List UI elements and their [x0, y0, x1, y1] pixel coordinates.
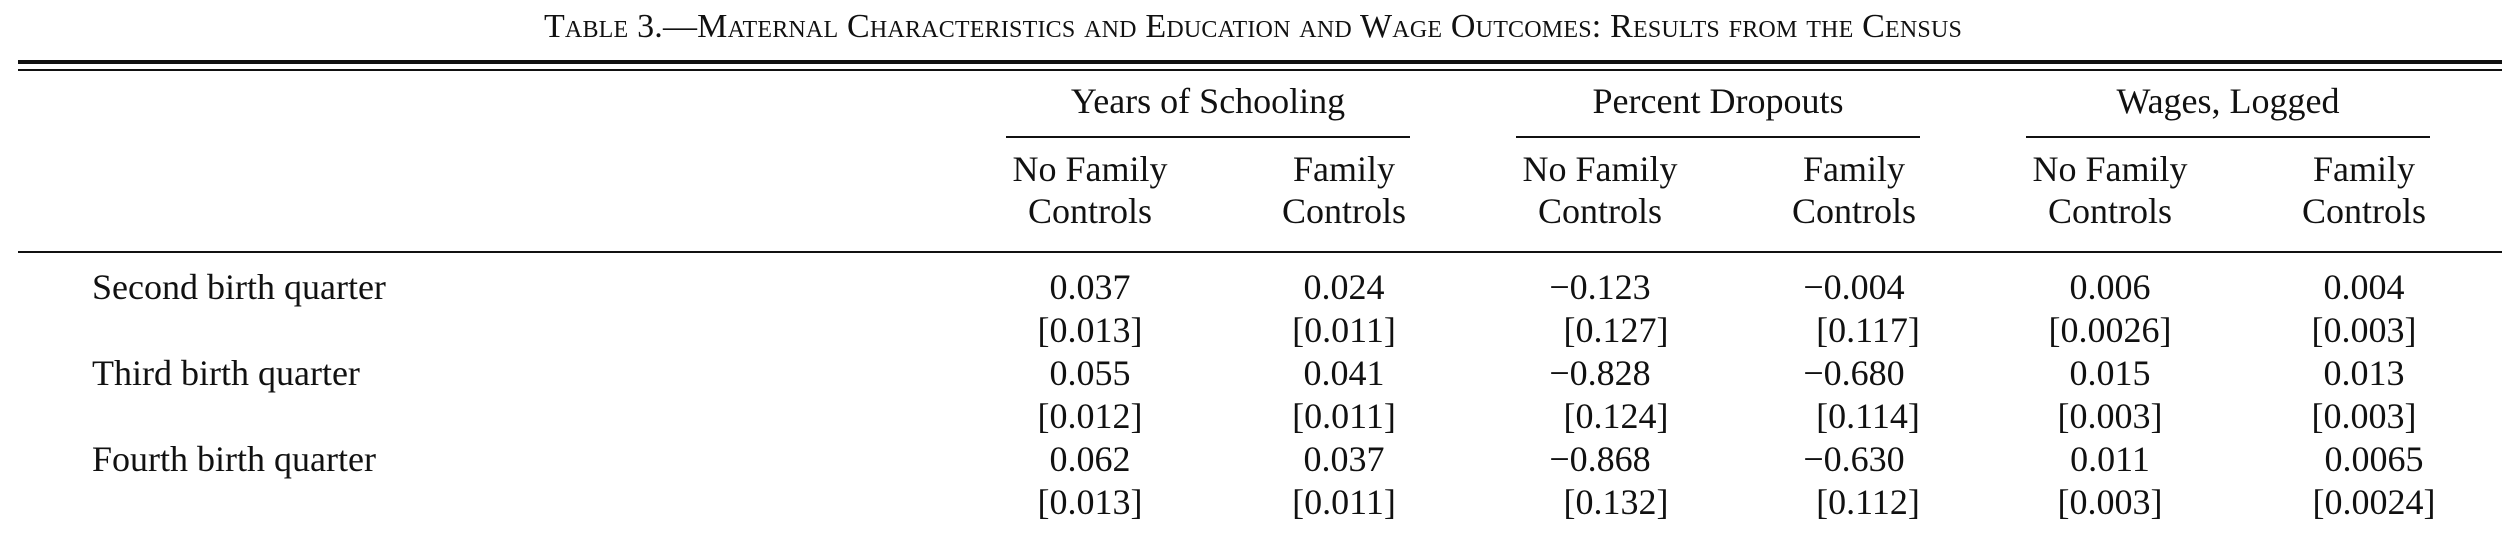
group-header-percent-dropouts: Percent Dropouts — [1592, 81, 1844, 121]
subheader-line1: No Family — [2032, 149, 2188, 189]
table-cell-se: [0.013] — [1037, 310, 1143, 350]
table-caption: Table 3.—Maternal Characteristics and Ed… — [543, 8, 1963, 45]
table-cell-se: [0.124] — [1563, 396, 1669, 436]
subheader-schooling-no-family-controls: No Family Controls — [970, 148, 1210, 232]
table-cell-se: [0.011] — [1292, 396, 1396, 436]
table-cell: 0.055 — [1049, 353, 1131, 393]
table-cell: −0.828 — [1549, 353, 1651, 393]
header-bottom-rule — [18, 251, 2502, 253]
group-underline-percent-dropouts — [1516, 136, 1920, 138]
table-cell: −0.868 — [1549, 439, 1651, 479]
subheader-line2: Controls — [2047, 191, 2172, 231]
table-cell: 0.004 — [2323, 267, 2405, 307]
subheader-line1: Family — [2312, 149, 2415, 189]
subheader-line1: Family — [1802, 149, 1905, 189]
table-cell-se: [0.132] — [1563, 482, 1669, 522]
subheader-schooling-family-controls: Family Controls — [1224, 148, 1464, 232]
subheader-line2: Controls — [1281, 191, 1406, 231]
table-cell: 0.062 — [1049, 439, 1131, 479]
table-cell-se: [0.011] — [1292, 310, 1396, 350]
table-cell: 0.024 — [1303, 267, 1385, 307]
subheader-dropouts-family-controls: Family Controls — [1734, 148, 1974, 232]
subheader-line1: Family — [1292, 149, 1395, 189]
table-cell: 0.0065 — [2324, 439, 2424, 479]
group-header-years-of-schooling: Years of Schooling — [1070, 81, 1346, 121]
group-underline-years-of-schooling — [1006, 136, 1410, 138]
subheader-line2: Controls — [1027, 191, 1152, 231]
table-cell: 0.037 — [1303, 439, 1385, 479]
subheader-line1: No Family — [1012, 149, 1168, 189]
subheader-wages-family-controls: Family Controls — [2244, 148, 2484, 232]
table-cell: −0.004 — [1803, 267, 1905, 307]
table-cell-se: [0.112] — [1816, 482, 1920, 522]
subheader-line1: No Family — [1522, 149, 1678, 189]
table-cell-se: [0.003] — [2311, 310, 2417, 350]
row-label-third-birth-quarter: Third birth quarter — [92, 353, 360, 393]
subheader-line2: Controls — [1537, 191, 1662, 231]
table-cell-se: [0.114] — [1816, 396, 1920, 436]
table-cell-se: [0.013] — [1037, 482, 1143, 522]
table-cell-se: [0.127] — [1563, 310, 1669, 350]
subheader-dropouts-no-family-controls: No Family Controls — [1480, 148, 1720, 232]
table-cell-se: [0.011] — [1292, 482, 1396, 522]
subheader-wages-no-family-controls: No Family Controls — [1990, 148, 2230, 232]
table-cell: −0.680 — [1803, 353, 1905, 393]
table-cell: 0.037 — [1049, 267, 1131, 307]
table-cell: 0.041 — [1303, 353, 1385, 393]
table-cell: −0.630 — [1803, 439, 1905, 479]
top-rule-thin — [18, 69, 2502, 71]
table-cell: −0.123 — [1549, 267, 1651, 307]
table-cell-se: [0.003] — [2311, 396, 2417, 436]
table-cell-se: [0.0024] — [2312, 482, 2436, 522]
table-cell-se: [0.117] — [1816, 310, 1920, 350]
table-cell: 0.011 — [2070, 439, 2150, 479]
group-header-wages-logged: Wages, Logged — [2116, 81, 2340, 121]
table-cell: 0.006 — [2069, 267, 2151, 307]
table-cell-se: [0.012] — [1037, 396, 1143, 436]
table-cell-se: [0.0026] — [2048, 310, 2172, 350]
table-cell: 0.013 — [2323, 353, 2405, 393]
table-cell: 0.015 — [2069, 353, 2151, 393]
row-label-second-birth-quarter: Second birth quarter — [92, 267, 386, 307]
subheader-line2: Controls — [1791, 191, 1916, 231]
table-cell-se: [0.003] — [2057, 482, 2163, 522]
group-underline-wages-logged — [2026, 136, 2430, 138]
row-label-fourth-birth-quarter: Fourth birth quarter — [92, 439, 376, 479]
subheader-line2: Controls — [2301, 191, 2426, 231]
top-rule-thick — [18, 60, 2502, 64]
table-cell-se: [0.003] — [2057, 396, 2163, 436]
